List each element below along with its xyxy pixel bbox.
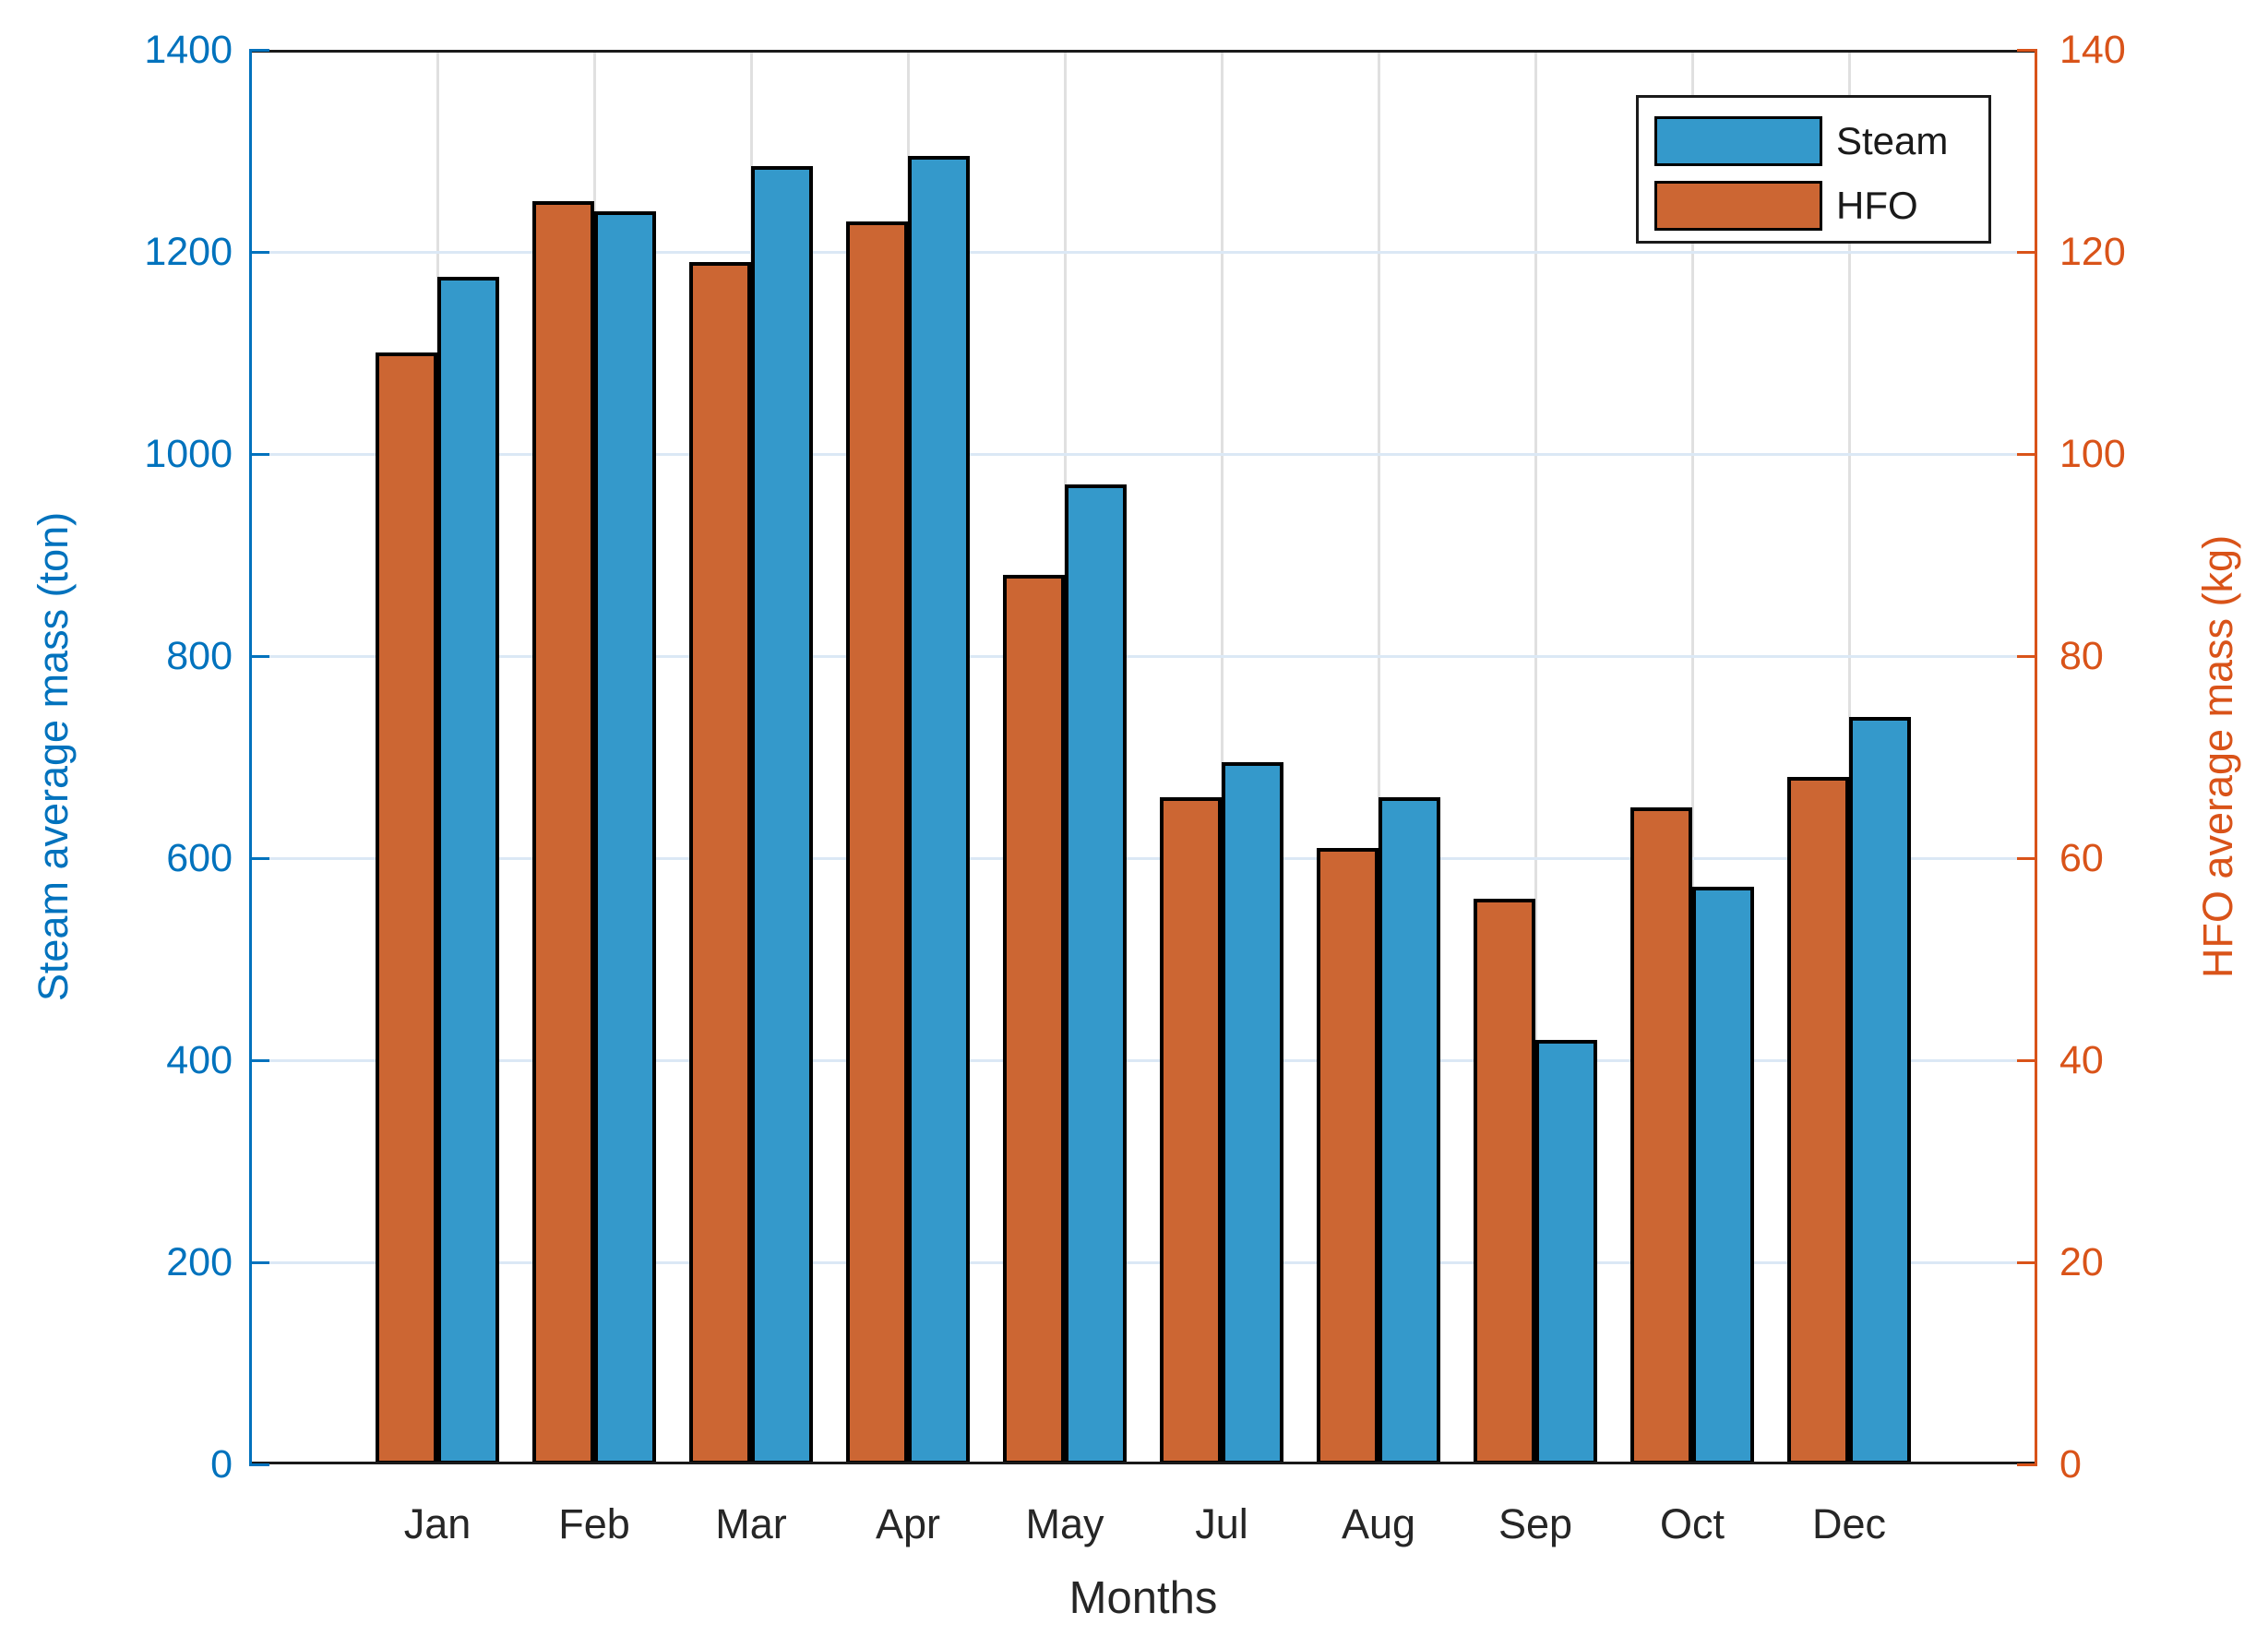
horizontal-gridline-400: [249, 1059, 2037, 1062]
right-tick-label-60: 60: [2059, 836, 2104, 880]
left-tick-label-400: 400: [166, 1038, 233, 1082]
vertical-gridline-jul: [1221, 50, 1224, 1464]
right-tick-label-0: 0: [2059, 1442, 2082, 1487]
right-tick-120: [2017, 251, 2037, 254]
right-tick-label-20: 20: [2059, 1240, 2104, 1284]
hfo-legend-label: HFO: [1836, 184, 1918, 227]
horizontal-gridline-800: [249, 655, 2037, 658]
right-axis-title: HFO average mass (kg): [2194, 534, 2241, 979]
legend: Steam HFO: [1636, 95, 1991, 244]
right-tick-100: [2017, 453, 2037, 456]
left-tick-400: [249, 1059, 269, 1062]
plot-area: [249, 49, 2037, 1466]
left-tick-0: [249, 1463, 269, 1466]
right-tick-60: [2017, 857, 2037, 860]
bar-steam-feb: [594, 211, 656, 1464]
left-tick-800: [249, 655, 269, 658]
bar-hfo-apr: [846, 221, 908, 1464]
bar-steam-oct: [1692, 887, 1754, 1464]
left-y-axis-line: [249, 50, 252, 1464]
bar-steam-dec: [1849, 717, 1911, 1464]
right-tick-20: [2017, 1261, 2037, 1264]
right-tick-label-120: 120: [2059, 230, 2126, 274]
right-tick-80: [2017, 655, 2037, 658]
bar-hfo-oct: [1630, 807, 1692, 1464]
right-tick-40: [2017, 1059, 2037, 1062]
left-tick-label-800: 800: [166, 634, 233, 678]
bar-hfo-feb: [532, 201, 594, 1464]
left-tick-label-0: 0: [210, 1442, 233, 1487]
right-tick-140: [2017, 49, 2037, 52]
x-tick-label-apr: Apr: [875, 1500, 941, 1547]
left-tick-label-1000: 1000: [144, 432, 233, 476]
bar-steam-mar: [751, 166, 813, 1464]
left-tick-label-600: 600: [166, 836, 233, 880]
left-tick-1000: [249, 453, 269, 456]
x-tick-label-jan: Jan: [403, 1500, 472, 1547]
left-tick-600: [249, 857, 269, 860]
x-tick-label-mar: Mar: [715, 1500, 787, 1547]
vertical-gridline-aug: [1378, 50, 1380, 1464]
bar-steam-jul: [1222, 762, 1283, 1464]
bar-steam-jan: [437, 277, 499, 1464]
left-tick-200: [249, 1261, 269, 1264]
hfo-legend-swatch: [1654, 181, 1822, 231]
x-tick-label-aug: Aug: [1341, 1500, 1416, 1547]
horizontal-gridline-200: [249, 1261, 2037, 1264]
horizontal-gridline-600: [249, 857, 2037, 860]
bar-steam-aug: [1379, 797, 1440, 1464]
x-axis-title: Months: [1068, 1573, 1218, 1623]
x-tick-label-feb: Feb: [558, 1500, 630, 1547]
right-tick-0: [2017, 1463, 2037, 1466]
left-tick-label-1400: 1400: [144, 28, 233, 72]
left-axis-title: Steam average mass (ton): [30, 511, 77, 1002]
left-tick-label-200: 200: [166, 1240, 233, 1284]
bar-hfo-sep: [1474, 899, 1535, 1464]
horizontal-gridline-1000: [249, 453, 2037, 456]
right-tick-label-140: 140: [2059, 28, 2126, 72]
bar-hfo-mar: [689, 262, 751, 1464]
left-tick-1400: [249, 49, 269, 52]
right-tick-label-80: 80: [2059, 634, 2104, 678]
legend-entry-steam: Steam: [1639, 116, 1988, 166]
x-tick-label-oct: Oct: [1659, 1500, 1725, 1547]
legend-entry-hfo: HFO: [1639, 181, 1988, 231]
left-tick-1200: [249, 251, 269, 254]
bar-hfo-jul: [1160, 797, 1222, 1464]
plot-border-top: [249, 50, 2037, 53]
x-tick-label-may: May: [1025, 1500, 1104, 1547]
vertical-gridline-oct: [1691, 50, 1694, 1464]
left-tick-label-1200: 1200: [144, 230, 233, 274]
steam-legend-label: Steam: [1836, 119, 1949, 162]
right-tick-label-100: 100: [2059, 432, 2126, 476]
x-tick-label-jul: Jul: [1195, 1500, 1248, 1547]
bar-steam-may: [1065, 484, 1127, 1464]
steam-legend-swatch: [1654, 116, 1822, 166]
x-axis-line: [249, 1462, 2037, 1464]
bar-steam-apr: [908, 156, 970, 1464]
bar-hfo-dec: [1787, 777, 1849, 1464]
horizontal-gridline-1200: [249, 251, 2037, 254]
bar-hfo-jan: [376, 352, 437, 1464]
bar-hfo-aug: [1317, 848, 1379, 1464]
right-tick-label-40: 40: [2059, 1038, 2104, 1082]
x-tick-label-dec: Dec: [1811, 1500, 1887, 1547]
bar-steam-sep: [1535, 1040, 1597, 1464]
x-tick-label-sep: Sep: [1498, 1500, 1573, 1547]
right-y-axis-line: [2035, 50, 2037, 1464]
vertical-gridline-sep: [1534, 50, 1537, 1464]
bar-hfo-may: [1003, 575, 1065, 1464]
